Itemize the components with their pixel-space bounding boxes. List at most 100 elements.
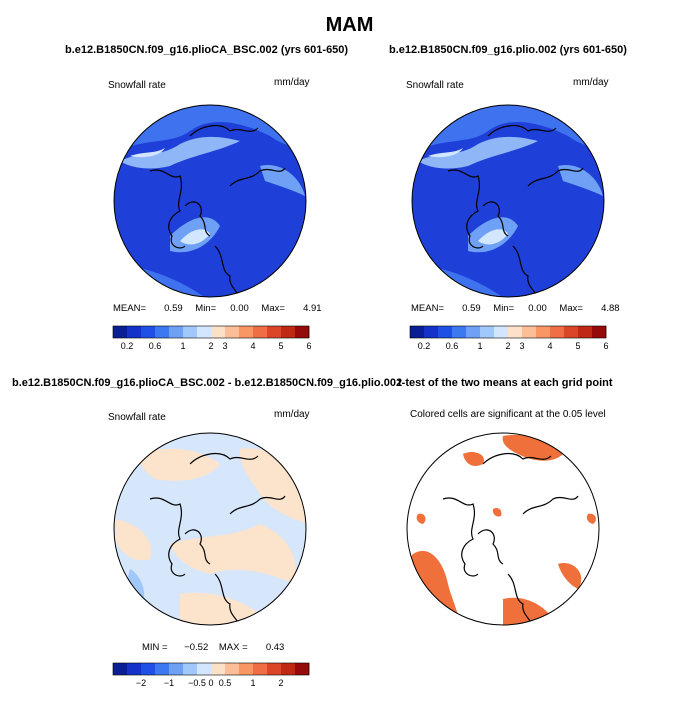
panel-1-units-label: mm/day bbox=[274, 77, 310, 88]
colorbar-tick-label: 0.6 bbox=[149, 341, 162, 351]
panel-1-max-value: 4.91 bbox=[303, 303, 322, 314]
colorbar-swatch bbox=[239, 663, 254, 675]
colorbar-tick-label: 1 bbox=[180, 341, 185, 351]
colorbar-swatch bbox=[253, 663, 268, 675]
colorbar-swatch bbox=[169, 663, 184, 675]
panel-2-title: b.e12.B1850CN.f09_g16.plio.002 (yrs 601-… bbox=[389, 44, 627, 56]
colorbar-swatch bbox=[183, 663, 198, 675]
colorbar-tick-label: 1 bbox=[250, 678, 255, 688]
colorbar-tick-label: −2 bbox=[136, 678, 146, 688]
panel-3-colorbar: −2 −1 −0.5 0 0.5 1 2 bbox=[112, 662, 310, 688]
colorbar-swatch bbox=[253, 326, 268, 338]
colorbar-tick-label: 0.2 bbox=[121, 341, 134, 351]
colorbar-swatch bbox=[281, 663, 296, 675]
colorbar-swatch bbox=[239, 326, 254, 338]
colorbar-swatch bbox=[113, 326, 128, 338]
colorbar-swatch bbox=[480, 326, 495, 338]
colorbar-swatch bbox=[295, 326, 310, 338]
panel-2-units-label: mm/day bbox=[573, 77, 609, 88]
panel-1-title: b.e12.B1850CN.f09_g16.plioCA_BSC.002 (yr… bbox=[65, 44, 349, 56]
colorbar-tick-label: −0.5 bbox=[188, 678, 206, 688]
panel-1-min-label: Min= bbox=[195, 303, 217, 314]
colorbar-frame bbox=[112, 325, 310, 339]
colorbar-swatch bbox=[225, 663, 240, 675]
panel-2-max-value: 4.88 bbox=[601, 303, 620, 314]
colorbar-swatch bbox=[550, 326, 565, 338]
colorbar-tick-label: 3 bbox=[222, 341, 227, 351]
colorbar-swatch bbox=[183, 326, 198, 338]
panel-1-variable-label: Snowfall rate bbox=[108, 80, 166, 91]
colorbar-swatch bbox=[438, 326, 453, 338]
colorbar-swatch bbox=[410, 326, 425, 338]
panel-1-colorbar: 0.2 0.6 1 2 3 4 5 6 bbox=[112, 325, 312, 351]
colorbar-swatch bbox=[424, 326, 439, 338]
colorbar-swatch bbox=[267, 326, 282, 338]
panel-2-map bbox=[411, 104, 605, 298]
colorbar-swatch bbox=[267, 663, 282, 675]
colorbar-tick-label: 5 bbox=[575, 341, 580, 351]
panel-1-map bbox=[113, 104, 307, 298]
panel-2-mean-label: MEAN= bbox=[411, 303, 444, 314]
panel-3-units-label: mm/day bbox=[274, 409, 310, 420]
colorbar-tick-label: 4 bbox=[547, 341, 552, 351]
panel-2-colorbar: 0.2 0.6 1 2 3 4 5 6 bbox=[409, 325, 609, 351]
colorbar-swatch bbox=[211, 663, 226, 675]
colorbar-tick-label: 6 bbox=[603, 341, 608, 351]
figure-title: MAM bbox=[325, 14, 374, 36]
panel-2-variable-label: Snowfall rate bbox=[406, 80, 464, 91]
colorbar-swatch bbox=[127, 663, 142, 675]
colorbar-tick-label: 2 bbox=[278, 678, 283, 688]
colorbar-swatch bbox=[522, 326, 537, 338]
colorbar-swatch bbox=[452, 326, 467, 338]
colorbar-swatch bbox=[141, 663, 156, 675]
panel-3-map bbox=[113, 432, 307, 626]
colorbar-tick-label: 0 bbox=[208, 678, 213, 688]
panel-2-min-label: Min= bbox=[493, 303, 515, 314]
colorbar-tick-label: 0.6 bbox=[446, 341, 459, 351]
panel-1-mean-value: 0.59 bbox=[164, 303, 183, 314]
colorbar-swatch bbox=[564, 326, 579, 338]
colorbar-swatch bbox=[281, 326, 296, 338]
colorbar-swatch bbox=[592, 326, 607, 338]
colorbar-tick-label: 2 bbox=[208, 341, 213, 351]
colorbar-swatch bbox=[466, 326, 481, 338]
panel-3-max-label: MAX = bbox=[218, 642, 248, 653]
panel-3-title: b.e12.B1850CN.f09_g16.plioCA_BSC.002 - b… bbox=[12, 377, 403, 389]
colorbar-swatch bbox=[197, 326, 212, 338]
colorbar-tick-label: 3 bbox=[519, 341, 524, 351]
colorbar-swatch bbox=[494, 326, 509, 338]
colorbar-swatch bbox=[211, 326, 226, 338]
colorbar-swatch bbox=[295, 663, 310, 675]
colorbar-tick-label: 4 bbox=[250, 341, 255, 351]
colorbar-swatch bbox=[536, 326, 551, 338]
panel-3-variable-label: Snowfall rate bbox=[108, 412, 166, 423]
panel-2-min-value: 0.00 bbox=[528, 303, 547, 314]
colorbar-swatch bbox=[155, 326, 170, 338]
colorbar-swatch bbox=[155, 663, 170, 675]
panel-1-min-value: 0.00 bbox=[230, 303, 249, 314]
colorbar-swatch bbox=[225, 326, 240, 338]
panel-4-map bbox=[406, 432, 600, 626]
colorbar-tick-label: 5 bbox=[278, 341, 283, 351]
colorbar-swatch bbox=[197, 663, 212, 675]
colorbar-swatch bbox=[113, 663, 128, 675]
panel-3-max-value: 0.43 bbox=[265, 642, 285, 653]
colorbar-tick-label: 0.2 bbox=[418, 341, 431, 351]
panel-4-title: t-test of the two means at each grid poi… bbox=[398, 377, 613, 389]
colorbar-tick-label: 6 bbox=[306, 341, 311, 351]
panel-3-min-value: −0.52 bbox=[184, 642, 209, 653]
colorbar-tick-label: −1 bbox=[164, 678, 174, 688]
colorbar-tick-label: 0.5 bbox=[219, 678, 232, 688]
panel-1-mean-label: MEAN= bbox=[113, 303, 146, 314]
colorbar-swatch bbox=[508, 326, 523, 338]
colorbar-tick-label: 1 bbox=[477, 341, 482, 351]
colorbar-frame bbox=[112, 662, 310, 676]
colorbar-swatch bbox=[141, 326, 156, 338]
panel-4-note: Colored cells are significant at the 0.0… bbox=[410, 409, 606, 420]
panel-3-min-label: MIN = bbox=[142, 642, 168, 653]
colorbar-swatch bbox=[578, 326, 593, 338]
colorbar-swatch bbox=[169, 326, 184, 338]
panel-2-max-label: Max= bbox=[559, 303, 583, 314]
panel-1-max-label: Max= bbox=[261, 303, 285, 314]
panel-2-mean-value: 0.59 bbox=[462, 303, 481, 314]
